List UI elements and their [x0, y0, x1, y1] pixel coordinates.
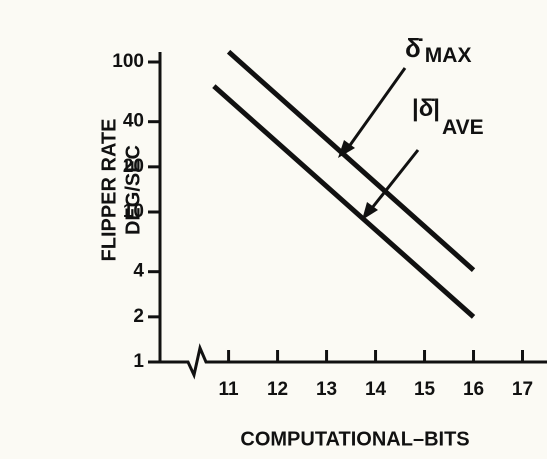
arrow-ave: [370, 149, 420, 209]
annotation-subscript: MAX: [425, 44, 472, 67]
x-axis-label: COMPUTATIONAL–BITS: [240, 428, 469, 450]
y-axis-label: DEG/SEC: [122, 145, 144, 235]
y-tick-label: 4: [133, 261, 144, 282]
arrowhead-ave: [362, 202, 378, 220]
series-line: [212, 84, 476, 319]
x-tick-label: 11: [219, 379, 240, 400]
y-tick-label: 1: [133, 351, 144, 372]
annotation: δ̇ MAX: [405, 33, 471, 67]
y-tick-label: 2: [133, 306, 144, 327]
y-tick-label: 10: [123, 201, 144, 222]
x-tick-label: 17: [512, 379, 533, 400]
x-tick-label: 15: [414, 379, 436, 400]
x-axis-with-break: [160, 343, 547, 380]
x-tick-label: 16: [463, 379, 484, 400]
arrow-max: [346, 67, 407, 149]
x-tick-label: 14: [365, 379, 387, 400]
annotation-subscript: AVE: [442, 116, 484, 139]
y-tick-label: 20: [123, 156, 144, 177]
series-line: [226, 49, 476, 272]
y-axis-label: FLIPPER RATE: [98, 119, 120, 262]
y-tick-label: 40: [123, 111, 144, 132]
x-tick-label: 12: [267, 379, 288, 400]
annotation-symbol: |δ̇|: [412, 95, 440, 122]
y-tick-label: 100: [112, 51, 144, 72]
annotation: |δ̇|AVE: [412, 95, 484, 138]
annotation-symbol: δ̇: [405, 33, 423, 63]
x-tick-label: 13: [316, 379, 337, 400]
